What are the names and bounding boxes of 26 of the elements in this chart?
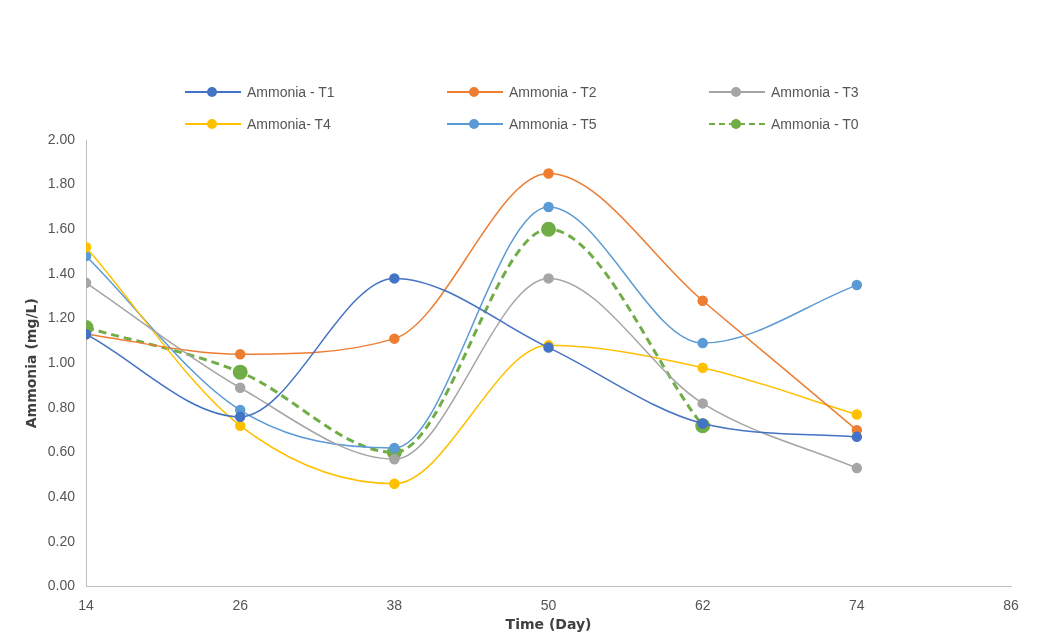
y-tick-label: 1.80 (47, 175, 76, 192)
y-tick-label: 1.40 (47, 264, 76, 281)
y-tick-label: 0.20 (47, 532, 76, 549)
x-tick-label: 62 (694, 596, 711, 613)
legend-label: Ammonia - T5 (509, 116, 597, 132)
legend-label: Ammonia - T0 (771, 116, 859, 132)
x-tick-label: 50 (540, 596, 557, 613)
y-tick-label: 2.00 (47, 130, 76, 147)
y-tick-label: 0.40 (47, 487, 76, 504)
y-axis-title: Ammonia (mg/L) (23, 298, 40, 429)
legend-label: Ammonia- T4 (247, 116, 331, 132)
x-axis-title: Time (Day) (505, 616, 592, 633)
y-tick-label: 1.60 (47, 220, 76, 237)
legend-label: Ammonia - T2 (509, 84, 597, 100)
x-tick-label: 86 (1003, 596, 1019, 613)
y-tick-label: 0.00 (47, 577, 76, 594)
legend-label: Ammonia - T1 (247, 84, 335, 100)
x-tick-label: 14 (78, 596, 95, 613)
x-tick-label: 26 (232, 596, 249, 613)
legend-label: Ammonia - T3 (771, 84, 859, 100)
x-tick-label: 74 (849, 596, 865, 613)
y-tick-label: 0.60 (47, 443, 76, 460)
y-tick-label: 1.20 (47, 309, 76, 326)
y-tick-label: 0.80 (47, 398, 76, 415)
y-tick-label: 1.00 (47, 354, 76, 371)
x-tick-label: 38 (386, 596, 403, 613)
